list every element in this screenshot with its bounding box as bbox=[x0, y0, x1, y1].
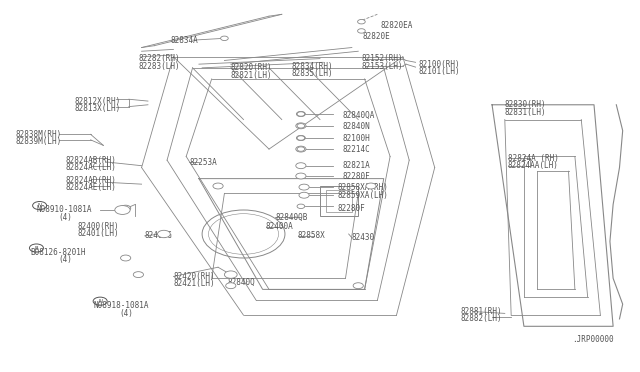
Text: 82820E: 82820E bbox=[363, 32, 390, 41]
Circle shape bbox=[157, 230, 170, 238]
Circle shape bbox=[296, 135, 305, 141]
Circle shape bbox=[299, 192, 309, 198]
Text: 82824A (RH): 82824A (RH) bbox=[508, 154, 559, 163]
Text: 82813X(LH): 82813X(LH) bbox=[75, 104, 121, 113]
Text: 82838M(RH): 82838M(RH) bbox=[15, 130, 61, 139]
Text: 82824AA(LH): 82824AA(LH) bbox=[508, 161, 559, 170]
Circle shape bbox=[225, 271, 237, 278]
Text: 82858X: 82858X bbox=[298, 231, 326, 240]
Text: 82820(RH): 82820(RH) bbox=[231, 63, 273, 72]
Text: (4): (4) bbox=[59, 213, 72, 222]
Text: 82820EA: 82820EA bbox=[381, 21, 413, 30]
Text: 82101(LH): 82101(LH) bbox=[419, 67, 460, 76]
Text: 82253A: 82253A bbox=[189, 157, 217, 167]
Text: (4): (4) bbox=[59, 255, 72, 264]
Circle shape bbox=[120, 205, 131, 211]
Text: N08910-1081A: N08910-1081A bbox=[36, 205, 92, 215]
Circle shape bbox=[358, 19, 365, 24]
Text: 82400G: 82400G bbox=[145, 231, 173, 240]
Text: 82421(LH): 82421(LH) bbox=[173, 279, 215, 288]
Circle shape bbox=[115, 206, 130, 214]
Circle shape bbox=[120, 255, 131, 261]
Circle shape bbox=[297, 136, 305, 140]
Text: 82835(LH): 82835(LH) bbox=[291, 69, 333, 78]
Text: 82400A: 82400A bbox=[266, 222, 294, 231]
Circle shape bbox=[296, 112, 305, 116]
Text: 82840N: 82840N bbox=[342, 122, 370, 131]
Circle shape bbox=[296, 123, 306, 129]
Text: 82821(LH): 82821(LH) bbox=[231, 71, 273, 80]
Circle shape bbox=[297, 124, 305, 128]
Circle shape bbox=[296, 173, 306, 179]
Text: 82840QB: 82840QB bbox=[275, 213, 308, 222]
Text: 82401(LH): 82401(LH) bbox=[78, 230, 120, 238]
Circle shape bbox=[296, 163, 306, 169]
Circle shape bbox=[353, 283, 364, 289]
Text: 82859XA(LH): 82859XA(LH) bbox=[337, 191, 388, 200]
Text: 82834(RH): 82834(RH) bbox=[291, 61, 333, 71]
Text: 82881(RH): 82881(RH) bbox=[460, 307, 502, 316]
Text: 82282(RH): 82282(RH) bbox=[138, 54, 180, 63]
Text: 82830(RH): 82830(RH) bbox=[505, 100, 547, 109]
Text: 82100(RH): 82100(RH) bbox=[419, 60, 460, 69]
Text: B08126-8201H: B08126-8201H bbox=[30, 248, 86, 257]
Text: 82100H: 82100H bbox=[342, 134, 370, 142]
Text: 82283(LH): 82283(LH) bbox=[138, 61, 180, 71]
Circle shape bbox=[213, 183, 223, 189]
FancyBboxPatch shape bbox=[320, 186, 358, 215]
Text: 82400(RH): 82400(RH) bbox=[78, 222, 120, 231]
Circle shape bbox=[297, 112, 305, 116]
Circle shape bbox=[226, 283, 236, 289]
Text: 82831(LH): 82831(LH) bbox=[505, 108, 547, 117]
Circle shape bbox=[366, 183, 376, 189]
Text: 82840QA: 82840QA bbox=[342, 111, 374, 121]
Text: N: N bbox=[98, 299, 102, 304]
Text: (4): (4) bbox=[119, 309, 133, 318]
Text: 82152(RH): 82152(RH) bbox=[362, 54, 403, 63]
Text: 82824AB(RH): 82824AB(RH) bbox=[65, 155, 116, 165]
Text: 82824AE(LH): 82824AE(LH) bbox=[65, 183, 116, 192]
Circle shape bbox=[29, 244, 44, 252]
Text: 82834A: 82834A bbox=[170, 36, 198, 45]
Circle shape bbox=[33, 202, 47, 210]
Text: B: B bbox=[35, 246, 38, 250]
Circle shape bbox=[221, 36, 228, 41]
Text: 82214C: 82214C bbox=[342, 145, 370, 154]
FancyBboxPatch shape bbox=[326, 190, 352, 212]
Text: N: N bbox=[38, 203, 42, 208]
Circle shape bbox=[93, 297, 107, 305]
Text: 82840Q: 82840Q bbox=[228, 278, 255, 286]
Text: 82824AD(RH): 82824AD(RH) bbox=[65, 176, 116, 185]
Text: 82824AC(LH): 82824AC(LH) bbox=[65, 163, 116, 172]
Text: N08918-1081A: N08918-1081A bbox=[94, 301, 149, 311]
Circle shape bbox=[358, 29, 365, 33]
Circle shape bbox=[296, 146, 306, 152]
Circle shape bbox=[297, 204, 305, 209]
Circle shape bbox=[297, 147, 305, 151]
Text: 82280F: 82280F bbox=[337, 203, 365, 213]
Text: 82420(RH): 82420(RH) bbox=[173, 272, 215, 281]
Text: 82280F: 82280F bbox=[342, 172, 370, 181]
Text: 82430: 82430 bbox=[352, 233, 375, 242]
Text: 82882(LH): 82882(LH) bbox=[460, 314, 502, 323]
Text: 82821A: 82821A bbox=[342, 161, 370, 170]
Text: .JRP00000: .JRP00000 bbox=[572, 335, 613, 344]
Text: 82812X(RH): 82812X(RH) bbox=[75, 97, 121, 106]
Text: 82839M(LH): 82839M(LH) bbox=[15, 137, 61, 146]
Text: 82153(LH): 82153(LH) bbox=[362, 61, 403, 71]
Circle shape bbox=[133, 272, 143, 278]
Text: 82858XA(RH): 82858XA(RH) bbox=[337, 183, 388, 192]
Circle shape bbox=[299, 184, 309, 190]
